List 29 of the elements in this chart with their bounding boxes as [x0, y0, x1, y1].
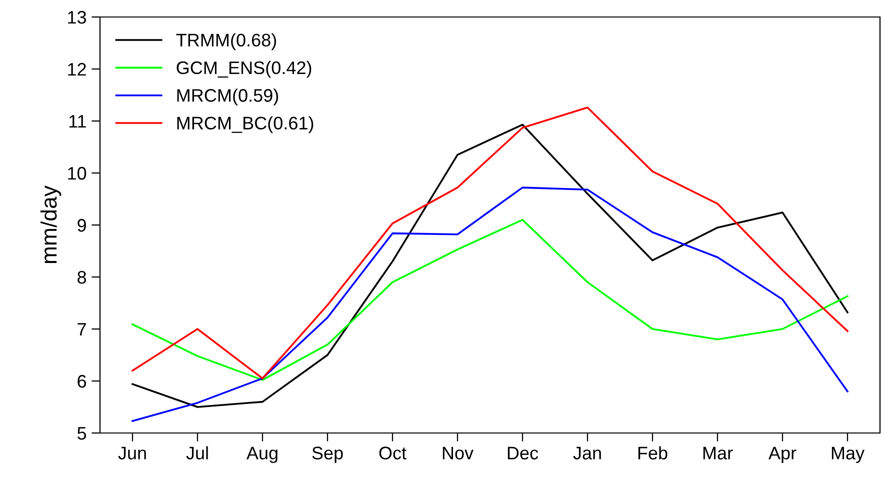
x-tick-label: Apr — [768, 446, 796, 464]
y-tick-label: 8 — [78, 270, 86, 284]
x-tick-label: Dec — [508, 446, 538, 460]
legend-label: TRMM(0.68) — [176, 33, 276, 50]
x-tick-label: Oct — [379, 446, 406, 460]
legend-label: GCM_ENS(0.42) — [176, 60, 312, 78]
x-tick-label: Mar — [703, 446, 733, 460]
line-series — [132, 186, 848, 422]
x-tick-label: Feb — [638, 446, 668, 460]
y-tick-label: 6 — [78, 374, 86, 388]
y-axis-title: mm/day — [40, 186, 62, 264]
line-series — [132, 218, 848, 381]
x-tick-label: Jul — [186, 446, 208, 460]
x-tick-label: Jan — [573, 446, 601, 460]
y-tick-label: 13 — [68, 10, 86, 24]
x-tick-label: May — [832, 446, 865, 464]
y-tick-label: 9 — [78, 218, 86, 232]
y-tick-label: 11 — [69, 115, 86, 128]
x-tick-label: Aug — [246, 446, 278, 464]
y-tick-label: 10 — [68, 166, 86, 180]
x-tick-label: Jun — [118, 446, 146, 460]
y-tick-label: 7 — [78, 323, 86, 336]
legend-label: MRCM(0.59) — [177, 88, 278, 106]
y-tick-label: 12 — [68, 62, 86, 76]
line-series — [132, 106, 848, 380]
x-tick-label: Nov — [442, 446, 474, 460]
x-tick-label: Sep — [312, 446, 343, 464]
y-tick-label: 5 — [77, 427, 86, 440]
legend-label: MRCM_BC(0.61) — [177, 116, 314, 134]
